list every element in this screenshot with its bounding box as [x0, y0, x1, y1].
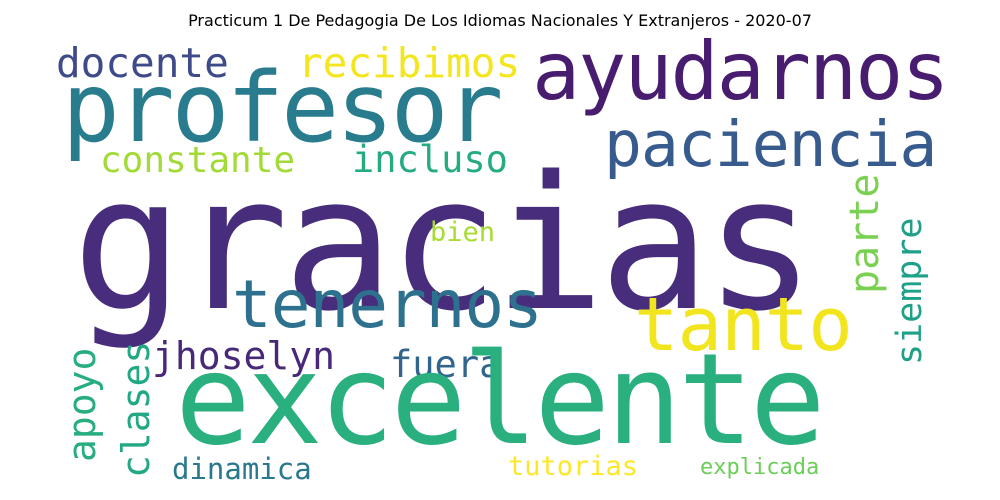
chart-title: Practicum 1 De Pedagogia De Los Idiomas … — [188, 11, 812, 30]
word-clases: clases — [114, 340, 158, 478]
word-explicada: explicada — [700, 455, 820, 480]
word-tenernos: tenernos — [232, 266, 543, 343]
word-apoyo: apoyo — [60, 347, 104, 462]
word-docente: docente — [56, 39, 229, 87]
word-recibimos: recibimos — [298, 39, 521, 87]
word-parte: parte — [842, 173, 888, 294]
word-dinamica: dinamica — [172, 452, 312, 486]
word-jhoselyn: jhoselyn — [152, 334, 336, 378]
word-paciencia: paciencia — [604, 108, 937, 181]
word-gracias: gracias — [72, 136, 816, 352]
word-profesor: profesor — [62, 52, 503, 164]
word-bien: bien — [430, 217, 496, 248]
word-siempre: siempre — [890, 217, 930, 365]
word-tanto: tanto — [634, 282, 853, 368]
word-incluso: incluso — [352, 138, 508, 181]
word-tutorias: tutorias — [508, 451, 639, 482]
word-fuera: fuera — [390, 343, 502, 386]
word-constante: constante — [100, 140, 296, 181]
word-excelente: excelente — [175, 326, 826, 473]
word-ayudarnos: ayudarnos — [532, 25, 949, 118]
